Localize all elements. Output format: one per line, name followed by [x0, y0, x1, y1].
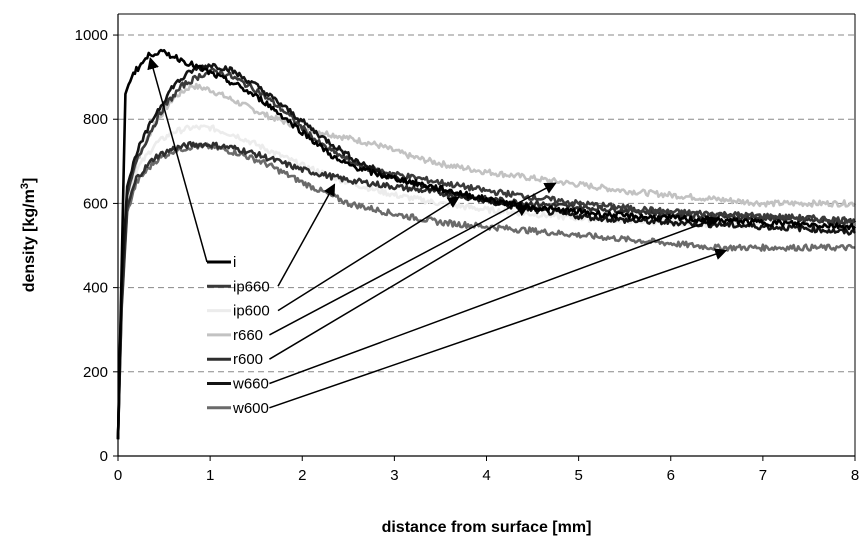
y-tick-label: 400 — [83, 280, 108, 297]
series-lines — [116, 48, 857, 440]
y-tick-label: 600 — [83, 195, 108, 212]
x-tick-label: 2 — [298, 467, 306, 484]
legend-arrow-r660 — [269, 182, 557, 336]
legend-label-w660: w660 — [232, 376, 269, 393]
x-tick-label: 0 — [114, 467, 122, 484]
legend-arrow-w660 — [269, 216, 718, 385]
x-tick-label: 4 — [482, 467, 490, 484]
series-line-r660 — [116, 82, 857, 440]
legend-label-i: i — [233, 254, 236, 271]
x-tick-label: 7 — [759, 467, 767, 484]
y-axis-title-main: density [kg/m — [21, 189, 38, 292]
series-line-w600 — [116, 142, 856, 440]
x-tick-label: 3 — [390, 467, 398, 484]
legend-arrow-r600 — [269, 204, 529, 360]
series-line-r600 — [116, 140, 857, 440]
legend-label-r660: r660 — [233, 327, 263, 344]
y-tick-label: 800 — [83, 111, 108, 128]
x-tick-label: 6 — [667, 467, 675, 484]
legend: i ip660 ip600 r660 r600 w660 w600 — [207, 254, 270, 417]
tick-labels: 0 200 400 600 800 1000 0 1 2 3 4 5 6 7 8 — [75, 27, 859, 484]
y-tick-label: 200 — [83, 364, 108, 381]
legend-label-r600: r600 — [233, 351, 263, 368]
legend-arrow-w600 — [269, 248, 728, 409]
series-line-ip660 — [116, 67, 856, 440]
legend-arrow-ip600 — [277, 196, 460, 312]
series-line-i — [116, 48, 857, 440]
legend-arrow-i — [147, 57, 208, 263]
legend-arrow-ip660 — [277, 183, 336, 287]
x-tick-label: 1 — [206, 467, 214, 484]
y-tick-label: 1000 — [75, 27, 108, 44]
legend-label-ip660: ip660 — [233, 278, 270, 295]
y-tick-label: 0 — [100, 448, 108, 465]
y-axis-title-end: ] — [21, 178, 38, 183]
x-tick-label: 5 — [574, 467, 582, 484]
legend-label-ip600: ip600 — [233, 303, 270, 320]
axes — [117, 13, 856, 457]
y-axis-title-sup: 3 — [19, 183, 31, 189]
x-axis-title: distance from surface [mm] — [382, 519, 592, 536]
y-axis-title: density [kg/m3] — [19, 178, 38, 293]
legend-label-w600: w600 — [232, 400, 269, 417]
legend-arrows — [147, 57, 728, 409]
x-tick-label: 8 — [851, 467, 859, 484]
